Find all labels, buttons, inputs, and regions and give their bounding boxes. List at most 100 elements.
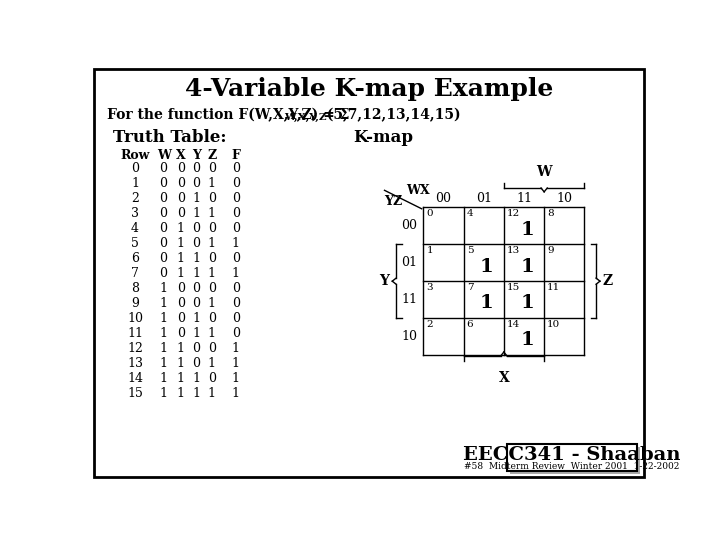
Text: 0: 0 [192,237,200,251]
Text: 1: 1 [192,373,200,386]
Text: 0: 0 [176,162,184,176]
Text: 10: 10 [127,313,143,326]
Text: 1: 1 [192,313,200,326]
Text: 1: 1 [232,388,240,401]
Text: 4: 4 [131,222,139,235]
Text: 1: 1 [160,282,168,295]
Text: 6: 6 [467,320,473,329]
Text: For the function F(W,X,Y,Z) = Σ: For the function F(W,X,Y,Z) = Σ [107,108,349,122]
Text: YZ: YZ [384,194,402,207]
Text: W: W [157,149,171,162]
Text: 1: 1 [160,388,168,401]
Text: 0: 0 [160,207,168,220]
Text: 15: 15 [507,283,521,292]
Text: 3: 3 [131,207,139,220]
Text: 0: 0 [232,162,240,176]
Text: 1: 1 [192,388,200,401]
Text: 11: 11 [516,192,532,205]
Text: EECC341 - Shaaban: EECC341 - Shaaban [463,446,681,464]
Text: Y: Y [379,274,390,288]
Text: K-map: K-map [354,130,413,146]
Text: 1: 1 [426,246,433,255]
Text: 2: 2 [131,192,139,205]
Text: 0: 0 [232,177,240,190]
Text: Z: Z [207,149,216,162]
Text: 0: 0 [232,327,240,340]
Text: 0: 0 [207,222,216,235]
Text: 6: 6 [131,252,139,265]
FancyBboxPatch shape [507,444,637,471]
Text: Z: Z [603,274,613,288]
Text: #58  Midterm Review  Winter 2001  1-22-2002: #58 Midterm Review Winter 2001 1-22-2002 [464,462,680,471]
Text: 0: 0 [232,222,240,235]
Text: 13: 13 [127,357,143,370]
Text: 1: 1 [160,357,168,370]
Text: 0: 0 [192,222,200,235]
Text: 0: 0 [160,252,168,265]
Text: 13: 13 [507,246,521,255]
Text: X: X [176,149,186,162]
Text: 1: 1 [160,298,168,310]
Text: 0: 0 [160,222,168,235]
Text: 0: 0 [176,192,184,205]
Text: 3: 3 [426,283,433,292]
Text: 2: 2 [426,320,433,329]
Text: 0: 0 [207,192,216,205]
Text: 00: 00 [436,192,451,205]
FancyBboxPatch shape [94,69,644,477]
Text: 0: 0 [232,313,240,326]
Text: 1: 1 [521,294,534,313]
Text: 1: 1 [207,388,216,401]
Text: 1: 1 [521,258,534,275]
Text: 1: 1 [192,192,200,205]
Text: 1: 1 [521,332,534,349]
Text: 0: 0 [232,192,240,205]
Text: 10: 10 [401,330,418,343]
Text: 1: 1 [207,298,216,310]
Text: 1: 1 [480,258,494,275]
Text: 0: 0 [131,162,139,176]
Text: 1: 1 [160,327,168,340]
Text: 0: 0 [176,282,184,295]
Text: 1: 1 [176,342,184,355]
Text: 1: 1 [131,177,139,190]
Text: 1: 1 [207,357,216,370]
Text: 4: 4 [467,209,473,218]
Text: 1: 1 [192,252,200,265]
Text: 10: 10 [547,320,560,329]
Text: 1: 1 [176,373,184,386]
Text: W,X,Y,Z: W,X,Y,Z [284,113,326,123]
Text: 14: 14 [127,373,143,386]
Text: 1: 1 [192,207,200,220]
Text: 0: 0 [176,327,184,340]
Text: 1: 1 [521,220,534,239]
Text: 1: 1 [176,388,184,401]
Text: 0: 0 [207,162,216,176]
Text: 0: 0 [160,162,168,176]
Text: 7: 7 [467,283,473,292]
Text: W: W [536,165,552,179]
Text: Row: Row [120,149,150,162]
Text: 0: 0 [207,313,216,326]
Text: 0: 0 [192,177,200,190]
Text: 1: 1 [160,342,168,355]
Text: 9: 9 [131,298,139,310]
Text: 1: 1 [232,342,240,355]
Text: 1: 1 [176,222,184,235]
Text: 1: 1 [480,294,494,313]
Text: 1: 1 [176,237,184,251]
Text: 1: 1 [207,327,216,340]
Text: 9: 9 [547,246,554,255]
Text: 1: 1 [192,267,200,280]
Text: 8: 8 [131,282,139,295]
Text: 0: 0 [192,357,200,370]
Text: 0: 0 [160,237,168,251]
Text: 12: 12 [507,209,521,218]
Text: 0: 0 [207,282,216,295]
Text: 5: 5 [131,237,139,251]
Text: (5,7,12,13,14,15): (5,7,12,13,14,15) [323,108,461,122]
Text: 4-Variable K-map Example: 4-Variable K-map Example [185,77,553,102]
Text: 1: 1 [207,237,216,251]
Text: 0: 0 [207,252,216,265]
Text: F: F [231,149,240,162]
